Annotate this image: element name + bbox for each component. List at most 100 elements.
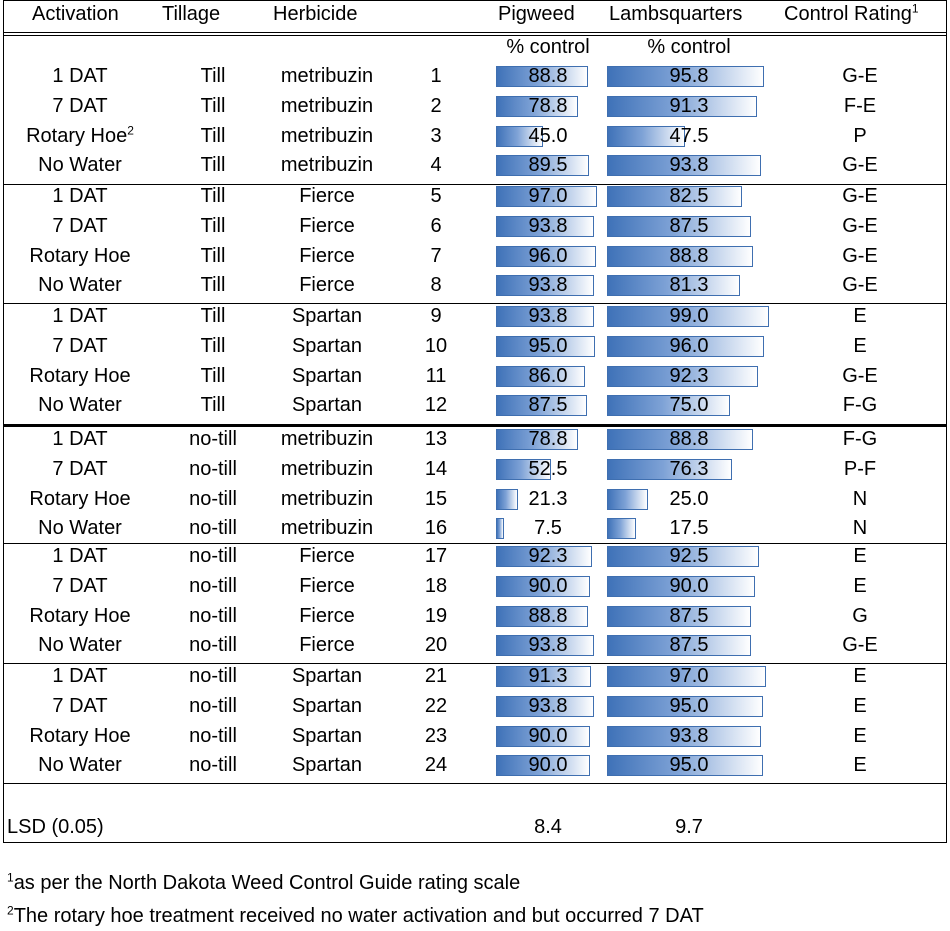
treatment-number-cell: 15: [424, 488, 448, 510]
lambsquarters-bar: [607, 576, 755, 597]
pigweed-value: 93.8: [528, 634, 568, 656]
activation-label: 1 DAT: [52, 305, 108, 327]
tillage-cell: no-till: [189, 665, 237, 687]
control-rating-cell: G-E: [842, 274, 878, 296]
activation-cell: Rotary Hoe: [4, 724, 156, 748]
pigweed-bar: [496, 96, 578, 117]
pigweed-bar: [496, 275, 594, 296]
pigweed-bar: [496, 726, 590, 747]
treatment-number-cell: 4: [430, 154, 442, 176]
lambsquarters-value: 87.5: [669, 634, 709, 656]
lambsquarters-unit: % control: [647, 36, 731, 58]
activation-label: 1 DAT: [52, 545, 108, 567]
treatment-number-cell: 13: [424, 428, 448, 450]
control-rating-cell: P: [853, 125, 867, 147]
header-control-rating: Control Rating1: [784, 2, 919, 26]
activation-label: Rotary Hoe: [29, 725, 131, 747]
activation-cell: No Water: [4, 273, 156, 297]
pigweed-value: 78.8: [528, 428, 568, 450]
treatment-number-cell: 3: [430, 125, 442, 147]
lambsquarters-bar: [607, 429, 753, 450]
lambsquarters-value: 75.0: [669, 394, 709, 416]
lsd-divider: [3, 783, 947, 784]
pigweed-bar: [496, 635, 594, 656]
tillage-divider: [3, 424, 947, 427]
control-rating-cell: G: [852, 605, 868, 627]
pigweed-bar: [496, 336, 595, 357]
activation-cell: No Water: [4, 516, 156, 540]
group-divider: [3, 184, 947, 185]
pigweed-bar: [496, 666, 591, 687]
tillage-cell: no-till: [189, 725, 237, 747]
pigweed-bar: [496, 518, 504, 539]
activation-cell: No Water: [4, 153, 156, 177]
lambsquarters-value: 87.5: [669, 215, 709, 237]
lambsquarters-bar: [607, 246, 753, 267]
herbicide-cell: Spartan: [291, 665, 363, 687]
herbicide-cell: metribuzin: [280, 154, 374, 176]
tillage-cell: Till: [200, 65, 226, 87]
activation-label: 7 DAT: [52, 95, 108, 117]
lambsquarters-bar: [607, 126, 685, 147]
pigweed-value: 7.5: [534, 517, 562, 539]
pigweed-bar: [496, 576, 590, 597]
activation-label: No Water: [38, 754, 122, 776]
group-divider: [3, 543, 947, 544]
pigweed-bar: [496, 546, 592, 567]
pigweed-bar: [496, 66, 589, 87]
control-rating-cell: E: [853, 545, 867, 567]
lambsquarters-bar: [607, 518, 636, 539]
lambsquarters-value: 17.5: [669, 517, 709, 539]
lambsquarters-value: 93.8: [669, 154, 709, 176]
treatment-number-cell: 21: [424, 665, 448, 687]
tillage-cell: Till: [200, 125, 226, 147]
treatment-number-cell: 6: [430, 215, 442, 237]
tillage-cell: Till: [200, 154, 226, 176]
activation-cell: No Water: [4, 633, 156, 657]
lambsquarters-bar: [607, 96, 757, 117]
activation-label: Rotary Hoe: [29, 365, 131, 387]
control-rating-cell: G-E: [842, 634, 878, 656]
lambsquarters-bar: [607, 489, 648, 510]
activation-footnote-mark: 2: [127, 123, 134, 138]
tillage-cell: no-till: [189, 695, 237, 717]
treatment-number-cell: 23: [424, 725, 448, 747]
pigweed-value: 87.5: [528, 394, 568, 416]
header-herbicide: Herbicide: [273, 3, 358, 25]
activation-label: 7 DAT: [52, 215, 108, 237]
pigweed-bar: [496, 126, 543, 147]
lsd-label: LSD (0.05): [7, 816, 104, 838]
lambsquarters-bar: [607, 546, 759, 567]
footnote-1-mark: 1: [7, 870, 14, 885]
lambsquarters-value: 88.8: [669, 428, 709, 450]
tillage-cell: no-till: [189, 754, 237, 776]
control-rating-cell: F-G: [842, 428, 878, 450]
activation-label: 7 DAT: [52, 335, 108, 357]
pigweed-bar: [496, 155, 590, 176]
treatment-number-cell: 24: [424, 754, 448, 776]
control-rating-cell: N: [852, 488, 868, 510]
herbicide-cell: Spartan: [291, 394, 363, 416]
lambsquarters-bar: [607, 66, 765, 87]
treatment-number-cell: 18: [424, 575, 448, 597]
pigweed-bar: [496, 755, 590, 776]
lambsquarters-bar: [607, 395, 730, 416]
control-rating-cell: G-E: [842, 65, 878, 87]
activation-label: 7 DAT: [52, 575, 108, 597]
lambsquarters-value: 93.8: [669, 725, 709, 747]
lambsquarters-value: 92.5: [669, 545, 709, 567]
header-pigweed: Pigweed: [498, 3, 575, 25]
table-right-border: [946, 0, 947, 843]
pigweed-value: 93.8: [528, 305, 568, 327]
lambsquarters-bar: [607, 216, 751, 237]
lambsquarters-bar: [607, 755, 763, 776]
activation-label: 1 DAT: [52, 665, 108, 687]
header-rule-1: [3, 32, 947, 33]
lambsquarters-bar: [607, 186, 743, 207]
pigweed-bar: [496, 306, 594, 327]
control-rating-cell: E: [853, 305, 867, 327]
lambsquarters-bar: [607, 336, 765, 357]
lsd-lambsquarters: 9.7: [675, 816, 703, 838]
herbicide-cell: Spartan: [291, 725, 363, 747]
activation-cell: 1 DAT: [4, 64, 156, 88]
